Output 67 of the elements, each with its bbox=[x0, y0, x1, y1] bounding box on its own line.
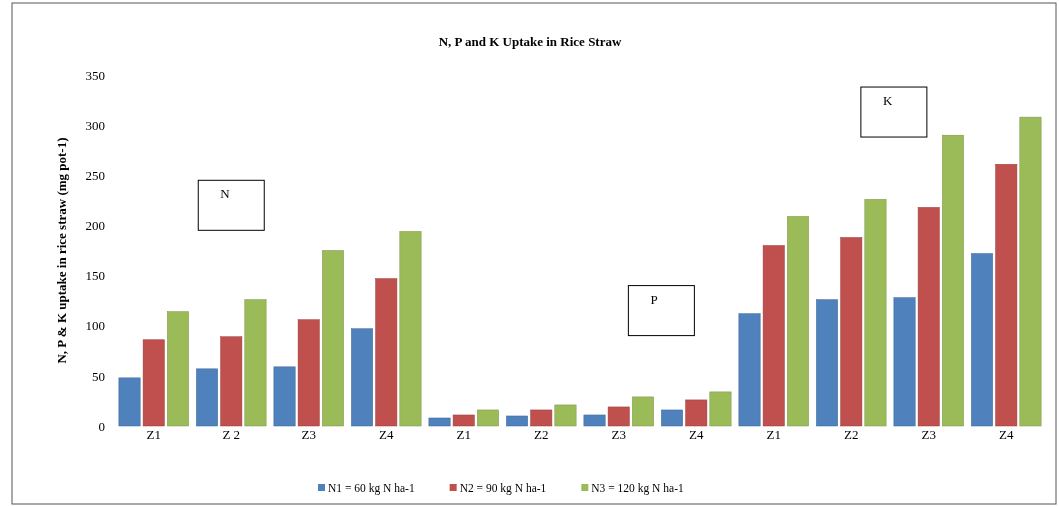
x-tick-label: Z3 bbox=[921, 427, 936, 443]
y-tick-label: 350 bbox=[85, 67, 105, 83]
bar bbox=[351, 328, 373, 427]
bar bbox=[893, 297, 916, 427]
bar bbox=[840, 237, 863, 427]
bar bbox=[787, 216, 809, 427]
x-tick-label: Z2 bbox=[534, 427, 549, 443]
x-tick-label: Z3 bbox=[611, 427, 626, 443]
annotation: K bbox=[882, 93, 893, 109]
bar bbox=[816, 299, 838, 427]
legend-label: N1 = 60 kg N ha-1 bbox=[328, 482, 415, 495]
x-tick-label: Z 2 bbox=[222, 427, 241, 443]
label-box: K bbox=[860, 86, 928, 138]
bar bbox=[995, 164, 1018, 427]
bar bbox=[864, 199, 887, 427]
x-tick-label: Z1 bbox=[146, 427, 161, 443]
x-tick-label: Z1 bbox=[766, 427, 781, 443]
x-tick-label: Z1 bbox=[456, 427, 471, 443]
label-box: P bbox=[627, 285, 695, 337]
bar bbox=[738, 313, 761, 427]
bar bbox=[167, 311, 189, 427]
bar bbox=[322, 250, 344, 427]
bar bbox=[273, 366, 296, 427]
bar bbox=[709, 391, 732, 427]
chart-title: N, P and K Uptake in Rice Straw bbox=[438, 34, 622, 49]
bar bbox=[661, 409, 683, 427]
bar bbox=[196, 368, 218, 427]
legend-label: N3 = 120 kg N ha-1 bbox=[591, 482, 684, 495]
y-tick-label: 150 bbox=[85, 268, 105, 284]
annotation: N bbox=[220, 186, 231, 202]
x-tick-label: Z4 bbox=[379, 427, 394, 443]
x-tick-label: Z3 bbox=[301, 427, 316, 443]
bar bbox=[942, 134, 964, 427]
bar bbox=[632, 396, 654, 427]
annotation: P bbox=[650, 291, 658, 307]
y-tick-label: 0 bbox=[98, 418, 105, 434]
bar bbox=[1019, 116, 1042, 427]
bar bbox=[399, 231, 422, 427]
bar bbox=[428, 417, 451, 427]
bar bbox=[607, 406, 630, 427]
bar bbox=[971, 253, 993, 427]
bar bbox=[917, 207, 940, 427]
bar bbox=[685, 399, 708, 427]
x-tick-label: Z4 bbox=[999, 427, 1014, 443]
y-tick-label: 200 bbox=[85, 218, 105, 234]
bar bbox=[244, 299, 267, 427]
bar bbox=[452, 414, 475, 427]
bar bbox=[118, 377, 141, 427]
bar bbox=[530, 409, 553, 427]
y-tick-label: 250 bbox=[85, 167, 105, 183]
bar bbox=[762, 245, 785, 427]
bar bbox=[142, 339, 165, 427]
y-axis-title: N, P & K uptake in rice straw (mg pot-1) bbox=[54, 137, 69, 364]
bar bbox=[375, 278, 398, 427]
bar bbox=[297, 319, 320, 427]
legend-label: N2 = 90 kg N ha-1 bbox=[459, 482, 547, 495]
bar bbox=[477, 409, 499, 427]
x-tick-label: Z2 bbox=[844, 427, 859, 443]
bar bbox=[554, 404, 577, 427]
x-tick-label: Z4 bbox=[689, 427, 704, 443]
y-tick-label: 50 bbox=[92, 368, 105, 384]
bar bbox=[220, 336, 243, 427]
label-box: N bbox=[197, 179, 265, 231]
bar bbox=[583, 414, 606, 427]
y-tick-label: 300 bbox=[85, 117, 105, 133]
y-tick-label: 100 bbox=[85, 318, 105, 334]
bar bbox=[506, 415, 528, 427]
